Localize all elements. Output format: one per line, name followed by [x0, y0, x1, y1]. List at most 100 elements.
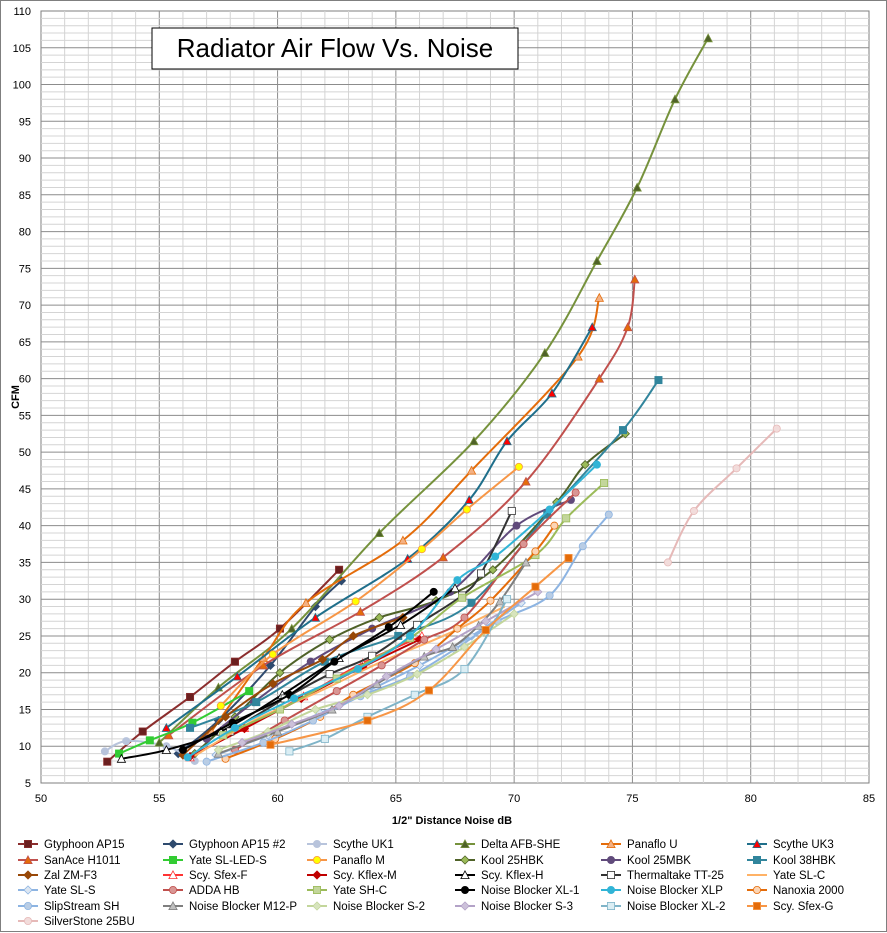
legend-swatch-marker [460, 870, 470, 879]
data-point [431, 644, 441, 654]
x-tick-labels: 50 55 60 65 70 75 80 85 [35, 793, 875, 805]
data-point [138, 727, 147, 736]
data-point [202, 757, 211, 766]
data-point [460, 613, 469, 622]
legend-item: Kool 25MBK [601, 855, 691, 867]
legend-item: Thermaltake TT-25 [601, 870, 724, 882]
x-tick-label: 60 [271, 793, 283, 805]
series-24 [202, 510, 613, 766]
data-point [330, 657, 339, 666]
data-point [398, 535, 408, 545]
legend-item: Noise Blocker S-3 [455, 901, 573, 913]
data-point [469, 436, 479, 446]
legend-label: Scythe UK3 [773, 839, 834, 851]
legend-swatch-marker [168, 839, 178, 849]
y-tick-label: 70 [19, 300, 31, 312]
data-point [495, 596, 505, 606]
series-5 [161, 322, 597, 732]
data-point [514, 462, 523, 471]
legend-item: Yate SL-C [747, 870, 825, 882]
y-tick-label: 10 [19, 741, 31, 753]
series-26 [213, 609, 519, 755]
data-point [424, 686, 433, 695]
legend-label: ADDA HB [189, 885, 240, 897]
series-21 [178, 587, 438, 754]
data-point [374, 612, 384, 623]
data-point [453, 576, 462, 585]
legend-item: Noise Blocker S-2 [307, 901, 425, 913]
chart-title: Radiator Air Flow Vs. Noise [177, 33, 493, 63]
series-7 [115, 687, 254, 758]
x-axis-title: 1/2" Distance Noise dB [392, 815, 512, 827]
data-point [116, 753, 127, 763]
legend-label: Scy. Sfex-F [189, 870, 248, 882]
legend-swatch-marker [23, 902, 32, 911]
y-tick-label: 35 [19, 557, 31, 569]
series-line [206, 514, 610, 763]
legend-label: Noise Blocker XL-1 [481, 885, 579, 897]
legend-item: Scy. Sfex-F [163, 870, 248, 882]
data-point [462, 505, 471, 514]
data-point [420, 635, 429, 644]
data-point [564, 554, 573, 563]
legend-swatch-marker [168, 870, 178, 879]
y-tick-label: 100 [13, 80, 31, 92]
series-3 [154, 33, 713, 747]
legend-swatch-marker [753, 902, 762, 911]
data-point [268, 679, 278, 689]
legend-item: Kool 38HBK [747, 855, 836, 867]
legend-label: Yate SH-C [333, 885, 387, 897]
x-tick-label: 65 [390, 793, 402, 805]
data-point [310, 704, 321, 715]
data-point [301, 597, 311, 607]
data-point [670, 94, 680, 104]
legend-label: Panaflo M [333, 855, 385, 867]
legend-swatch-marker [607, 856, 616, 865]
data-point [562, 514, 571, 523]
legend: Gtyphoon AP15 Gtyphoon AP15 #2 Scythe UK1 D… [18, 839, 844, 928]
y-tick-label: 95 [19, 116, 31, 128]
legend-label: Noise Blocker S-2 [333, 901, 425, 913]
plot-area [40, 10, 870, 784]
data-point [334, 701, 344, 711]
legend-label: Kool 25HBK [481, 855, 544, 867]
data-point [335, 565, 344, 574]
legend-swatch-marker [753, 856, 762, 865]
y-tick-label: 110 [13, 6, 31, 18]
series-line [165, 326, 594, 729]
series-layer [100, 33, 781, 766]
legend-item: SlipStream SH [18, 901, 119, 913]
legend-label: SilverStone 25BU [44, 916, 135, 928]
data-point [355, 606, 366, 616]
data-point [453, 624, 462, 633]
data-point [310, 601, 321, 612]
data-point [547, 388, 557, 398]
legend-label: Scythe UK1 [333, 839, 394, 851]
y-tick-label: 15 [19, 704, 31, 716]
data-point [580, 459, 590, 470]
y-tick-label: 90 [19, 153, 31, 165]
legend-item: Kool 25HBK [455, 855, 544, 867]
legend-swatch-marker [23, 917, 32, 926]
data-point [509, 609, 519, 619]
data-point [550, 521, 559, 530]
legend-swatch-marker [168, 886, 177, 895]
legend-swatch-marker [607, 871, 616, 880]
legend-label: Scy. Sfex-G [773, 901, 834, 913]
legend-swatch-marker [460, 839, 470, 848]
legend-item: Noise Blocker XLP [601, 885, 723, 897]
data-point [325, 670, 334, 679]
legend-item: Scy. Sfex-G [747, 901, 834, 913]
data-point [178, 745, 187, 754]
data-point [618, 426, 627, 435]
legend-label: Kool 25MBK [627, 855, 691, 867]
legend-swatch-marker [752, 839, 762, 848]
legend-label: Noise Blocker S-3 [481, 901, 573, 913]
legend-swatch-marker [753, 886, 762, 895]
data-point [466, 465, 477, 475]
data-point [232, 671, 243, 681]
y-tick-label: 60 [19, 374, 31, 386]
legend-item: Scythe UK1 [307, 839, 394, 851]
